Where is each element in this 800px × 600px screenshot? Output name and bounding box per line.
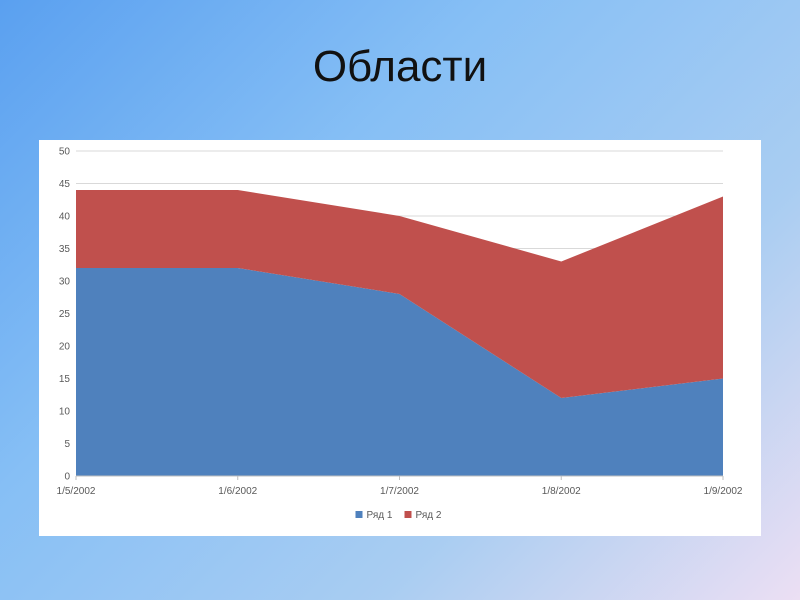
y-tick-label: 5: [64, 439, 70, 450]
legend-label: Ряд 1: [367, 510, 393, 521]
x-tick-label: 1/7/2002: [380, 486, 419, 497]
y-tick-label: 25: [59, 309, 71, 320]
y-tick-label: 50: [59, 147, 71, 158]
x-tick-label: 1/8/2002: [542, 486, 581, 497]
x-tick-label: 1/9/2002: [704, 486, 743, 497]
axes: 0 5 10 15 20 25 30 35 40 45 50 1/5/2002 1/6/2002 1/7/…: [57, 147, 743, 498]
y-tick-label: 10: [59, 407, 71, 418]
y-tick-label: 40: [59, 212, 71, 223]
legend-swatch: [404, 511, 412, 518]
y-tick-label: 30: [59, 277, 71, 288]
plot-areas: [76, 190, 723, 476]
y-tick-label: 20: [59, 342, 71, 353]
legend-label: Ряд 2: [416, 510, 442, 521]
legend: Ряд 1 Ряд 2: [355, 510, 442, 521]
chart-canvas: 0 5 10 15 20 25 30 35 40 45 50 1/5/2002 1/6/2002 1/7/…: [57, 147, 743, 522]
y-tick-label: 0: [64, 472, 70, 483]
area-chart: 0 5 10 15 20 25 30 35 40 45 50 1/5/2002 1/6/2002 1/7/…: [39, 140, 761, 536]
legend-item-2: Ряд 2: [404, 510, 442, 521]
y-tick-label: 35: [59, 244, 71, 255]
x-tick-label: 1/5/2002: [57, 486, 96, 497]
y-tick-label: 45: [59, 179, 71, 190]
legend-swatch: [355, 511, 363, 518]
x-tick-label: 1/6/2002: [218, 486, 257, 497]
series-area-1: [76, 268, 723, 476]
legend-item-1: Ряд 1: [355, 510, 393, 521]
y-tick-label: 15: [59, 374, 71, 385]
series-area-2: [76, 190, 723, 398]
slide-title: Области: [312, 42, 488, 91]
